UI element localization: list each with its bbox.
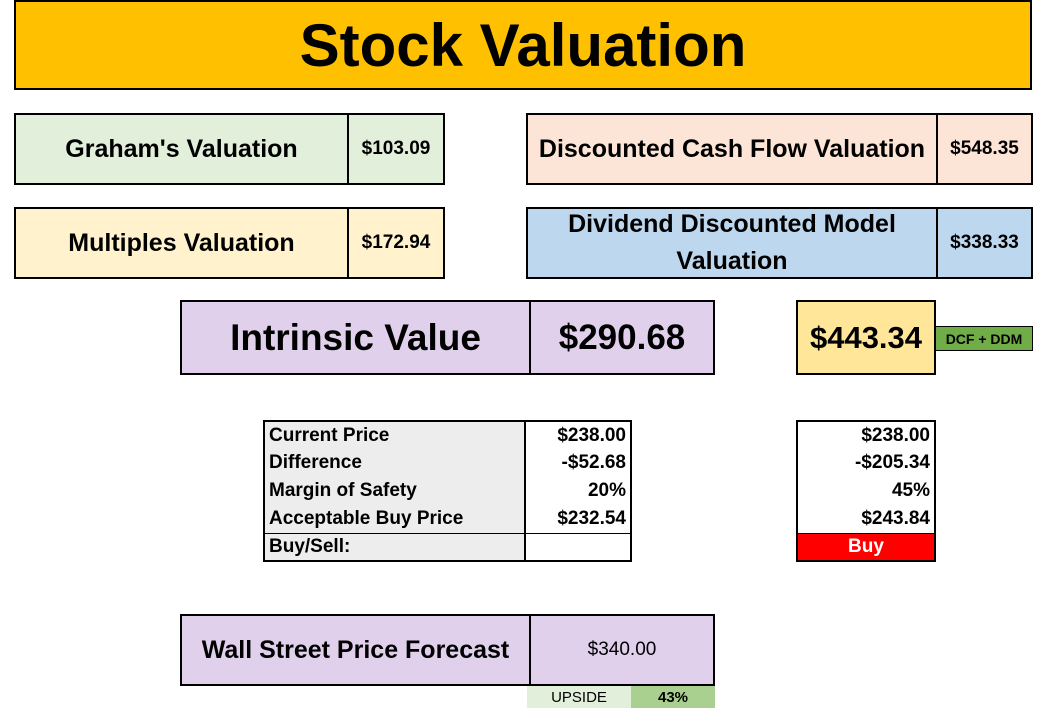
ddm-valuation-label: Dividend Discounted Model Valuation — [568, 210, 896, 275]
main-current-price: $238.00 — [525, 421, 631, 449]
table-row: $243.84 — [797, 505, 935, 533]
intrinsic-value-box: Intrinsic Value $290.68 — [180, 300, 715, 375]
dcf-valuation-label: Discounted Cash Flow Valuation — [538, 134, 926, 163]
wall-street-forecast-value: $340.00 — [529, 616, 713, 684]
intrinsic-value-amount: $290.68 — [529, 302, 713, 373]
table-row: Difference -$52.68 — [264, 449, 631, 477]
row-label-margin-of-safety: Margin of Safety — [264, 477, 527, 505]
dcf-valuation-card: Discounted Cash Flow Valuation $548.35 — [526, 113, 1033, 185]
page-title: Stock Valuation — [299, 11, 747, 79]
side-difference: -$205.34 — [854, 452, 930, 473]
row-label-acceptable-buy-price: Acceptable Buy Price — [264, 505, 527, 533]
title-banner: Stock Valuation — [14, 0, 1032, 90]
main-acceptable-buy-price: $232.54 — [525, 505, 631, 533]
table-row: -$205.34 — [797, 449, 935, 477]
side-buy-sell-signal: Buy — [797, 532, 935, 561]
main-margin-of-safety: 20% — [525, 477, 631, 505]
table-row: 45% — [797, 477, 935, 505]
wall-street-forecast-label: Wall Street Price Forecast — [201, 635, 510, 664]
dcf-ddm-value-box: $443.34 — [796, 300, 936, 375]
ddm-valuation-card: Dividend Discounted Model Valuation $338… — [526, 207, 1033, 279]
side-margin-of-safety: 45% — [891, 480, 930, 501]
graham-valuation-label: Graham's Valuation — [65, 134, 298, 163]
row-label-current-price: Current Price — [264, 421, 527, 449]
table-row: Buy — [797, 532, 935, 561]
table-row: Buy/Sell: Sell — [264, 532, 631, 561]
graham-valuation-card: Graham's Valuation $103.09 — [14, 113, 445, 185]
row-label-buy-sell: Buy/Sell: — [264, 532, 527, 561]
multiples-valuation-value: $172.94 — [347, 209, 443, 277]
table-row: Margin of Safety 20% — [264, 477, 631, 505]
main-buy-sell-signal: Sell — [525, 532, 631, 561]
dcf-ddm-value: $443.34 — [809, 319, 923, 355]
main-difference: -$52.68 — [525, 449, 631, 477]
multiples-valuation-label: Multiples Valuation — [68, 228, 295, 257]
dcf-ddm-comparison-table: $238.00 -$205.34 45% $243.84 Buy — [796, 420, 936, 562]
row-label-difference: Difference — [264, 449, 527, 477]
side-acceptable-buy-price: $243.84 — [861, 507, 930, 529]
table-row: Acceptable Buy Price $232.54 — [264, 505, 631, 533]
table-row: $238.00 — [797, 421, 935, 449]
upside-label: UPSIDE — [527, 686, 631, 708]
intrinsic-value-label: Intrinsic Value — [230, 316, 481, 358]
dcf-ddm-tag: DCF + DDM — [935, 326, 1033, 351]
multiples-valuation-card: Multiples Valuation $172.94 — [14, 207, 445, 279]
intrinsic-comparison-table: Current Price $238.00 Difference -$52.68… — [263, 420, 632, 562]
upside-value: 43% — [631, 686, 715, 708]
wall-street-forecast-box: Wall Street Price Forecast $340.00 — [180, 614, 715, 686]
ddm-valuation-value: $338.33 — [936, 209, 1031, 277]
dcf-valuation-value: $548.35 — [936, 115, 1031, 183]
graham-valuation-value: $103.09 — [347, 115, 443, 183]
table-row: Current Price $238.00 — [264, 421, 631, 449]
side-current-price: $238.00 — [861, 424, 930, 446]
